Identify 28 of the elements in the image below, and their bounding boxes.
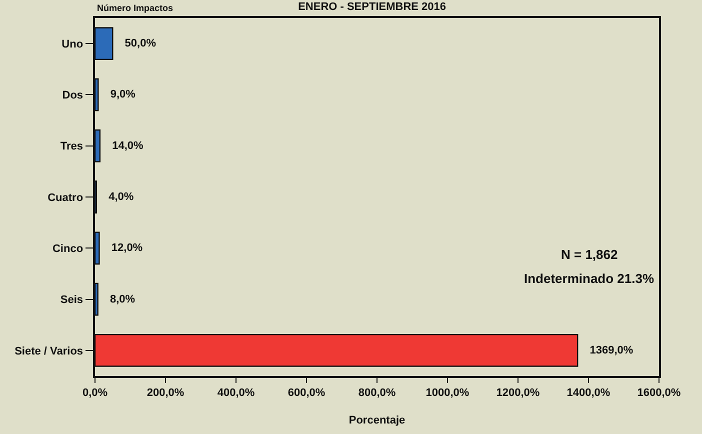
x-tick-label: 1400,0% (566, 386, 610, 399)
y-tick-label: Tres (60, 140, 84, 153)
data-label: 9,0% (110, 88, 136, 101)
x-tick-label: 1200,0% (496, 386, 540, 399)
x-tick-label: 200,0% (146, 386, 184, 399)
data-label: 50,0% (124, 38, 156, 50)
annotation: N = 1,862 (561, 247, 618, 262)
x-tick-label: 0,0% (82, 386, 108, 399)
y-tick-label: Uno (62, 38, 84, 50)
x-tick-label: 1000,0% (426, 386, 470, 399)
x-tick-label: 1600,0% (637, 386, 681, 399)
y-tick-label: Seis (60, 294, 84, 306)
x-tick-label: 800,0% (358, 386, 396, 399)
data-label: 14,0% (112, 140, 144, 152)
y-tick-label: Dos (62, 90, 84, 102)
y-tick-label: Cuatro (48, 192, 84, 204)
x-tick-label: 600,0% (288, 386, 326, 399)
data-label: 4,0% (108, 191, 134, 203)
x-tick-label: 400,0% (217, 386, 255, 399)
x-axis-title: Porcentaje (348, 414, 406, 427)
chart-title: ENERO - SEPTIEMBRE 2016 (298, 0, 446, 13)
y-axis-title: Número Impactos (97, 3, 174, 13)
annotation: Indeterminado 21.3% (524, 271, 654, 286)
data-label: 12,0% (111, 242, 143, 254)
data-label: 1369,0% (590, 344, 634, 356)
y-tick-label: Cinco (52, 242, 84, 255)
y-tick-label: Siete / Varios (14, 345, 84, 358)
data-label: 8,0% (110, 293, 136, 306)
